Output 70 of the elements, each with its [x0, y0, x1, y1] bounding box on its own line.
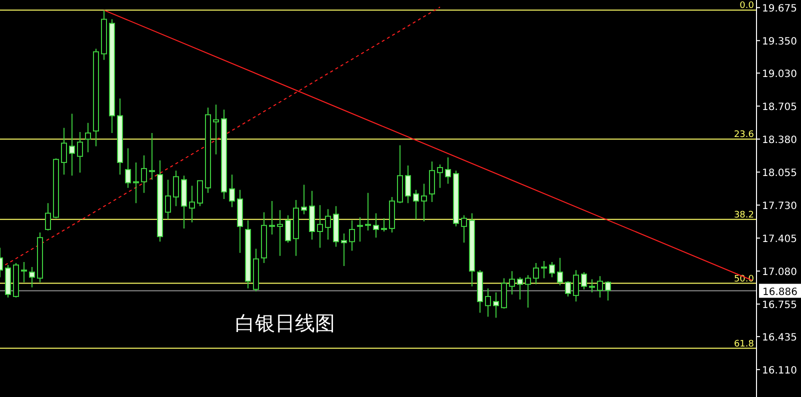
- ref-line-label: 16.886: [762, 286, 798, 298]
- candlestick: [565, 280, 571, 297]
- candlestick: [165, 179, 171, 220]
- y-tick-label: 19.350: [762, 36, 797, 48]
- candlestick: [269, 200, 275, 236]
- candlestick: [21, 261, 27, 283]
- y-tick-label: 18.380: [762, 135, 797, 146]
- y-tick-label: 16.435: [762, 332, 797, 344]
- candlestick: [149, 132, 155, 180]
- candlestick: [325, 208, 331, 240]
- y-tick-label: 19.675: [762, 4, 797, 15]
- candlestick: [589, 278, 595, 293]
- candlestick: [349, 220, 355, 252]
- candlestick: [429, 160, 435, 203]
- candlestick: [197, 180, 203, 207]
- y-tick-label: 16.755: [762, 300, 797, 312]
- candlestick: [229, 174, 235, 208]
- candlestick: [581, 272, 587, 290]
- candlestick: [461, 214, 467, 244]
- candlestick: [373, 212, 379, 238]
- candlestick: [45, 202, 51, 231]
- candlestick: [189, 185, 195, 223]
- y-tick-label: 17.080: [762, 267, 797, 278]
- y-tick-label: 17.730: [762, 201, 797, 212]
- candlestick: [437, 164, 443, 188]
- candlestick: [421, 183, 427, 222]
- candlestick: [517, 276, 523, 300]
- y-tick-label: 18.705: [762, 102, 797, 114]
- y-tick-label: 18.055: [762, 168, 797, 180]
- candlestick: [533, 262, 539, 285]
- candlestick: [301, 184, 307, 215]
- annotation: 0.0: [740, 1, 754, 12]
- candlestick: [133, 162, 139, 204]
- candlestick: [573, 270, 579, 302]
- y-tick-label: 16.110: [762, 366, 797, 377]
- candlestick: [213, 104, 219, 155]
- annotation: 23.6: [734, 130, 754, 140]
- candlestick: [29, 266, 35, 288]
- y-tick-label: 19.030: [762, 69, 797, 80]
- candlestick: [381, 218, 387, 232]
- candlestick: [341, 233, 347, 267]
- candlestick: [557, 257, 563, 286]
- candlestick: [125, 148, 131, 188]
- candlestick: [317, 204, 323, 248]
- candlestick: [277, 210, 283, 256]
- candlestick: [405, 165, 411, 204]
- candlestick: [365, 192, 371, 231]
- candlestick: [541, 260, 547, 279]
- annotation: 38.2: [734, 210, 754, 220]
- title: 白银日线图: [235, 311, 335, 335]
- candlestick: [173, 170, 179, 207]
- annotation: 61.8: [734, 339, 754, 350]
- y-tick-label: 17.405: [762, 234, 797, 246]
- candlestick: [549, 261, 555, 278]
- candlestick: [285, 214, 291, 244]
- annotation: 50.0: [734, 274, 754, 284]
- candlestick: [357, 216, 363, 242]
- candlestick: [61, 127, 67, 176]
- candlestick: [77, 131, 83, 174]
- candlestick: [509, 270, 515, 295]
- candlestick: [141, 154, 147, 194]
- candlestick: [413, 189, 419, 220]
- candlestick: [525, 274, 531, 308]
- candlestick: [493, 292, 499, 318]
- candlestick: [85, 122, 91, 153]
- candlestick: [605, 280, 611, 302]
- candlestick: [485, 288, 491, 318]
- candlestick: [69, 113, 75, 176]
- candlestick: [597, 276, 603, 298]
- candlestick: [445, 156, 451, 184]
